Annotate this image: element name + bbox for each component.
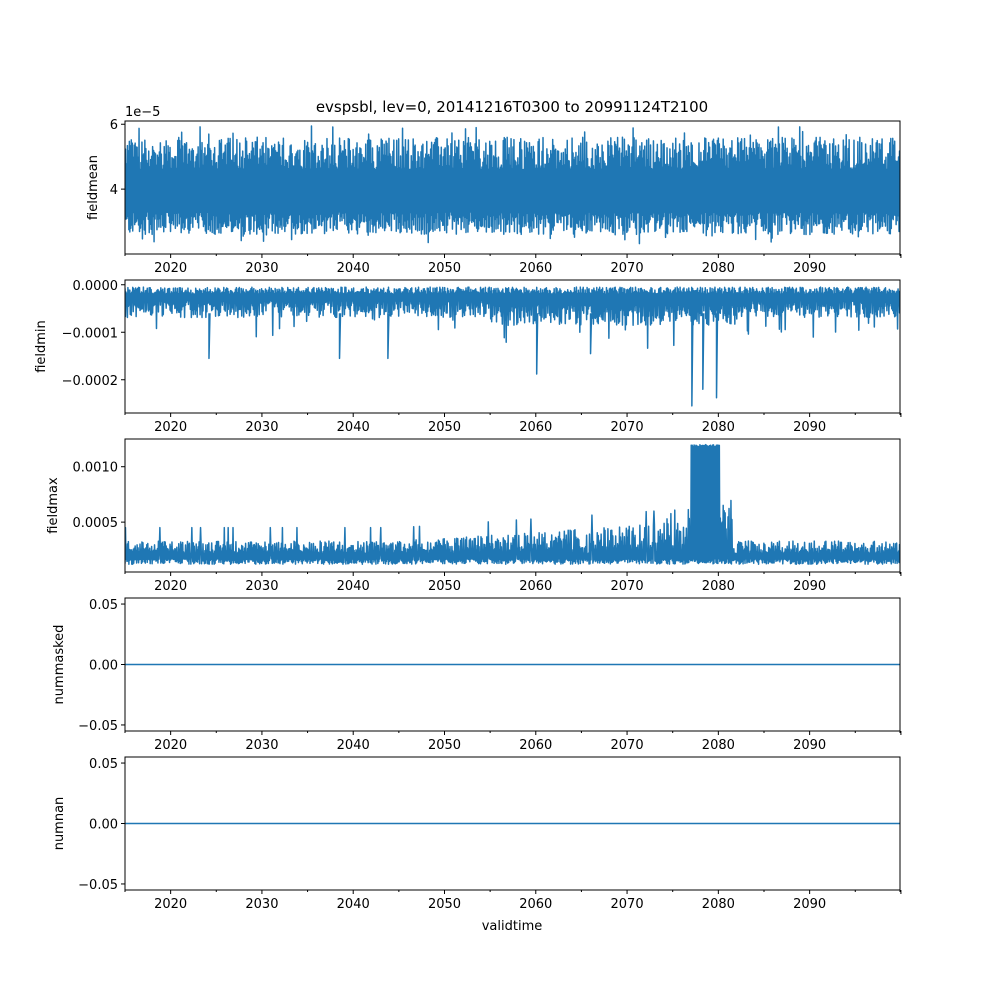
x-axis-label: validtime (482, 919, 543, 934)
x-tick-label: 2070 (611, 579, 644, 594)
x-tick-label: 2030 (245, 261, 278, 276)
x-tick-label: 2040 (337, 420, 370, 435)
x-tick-label: 2030 (245, 897, 278, 912)
y-tick-label: −0.0002 (62, 374, 118, 389)
y-tick-label: −0.05 (78, 719, 118, 734)
x-tick-label: 2050 (428, 579, 461, 594)
series-line-fieldmin (125, 286, 900, 407)
panel-fieldmean: 2020 2030 2040 2050 2060 2070 2080 2090 4 6 fieldm… (86, 105, 902, 276)
x-tick-label: 2070 (611, 420, 644, 435)
series-line-fieldmean (125, 125, 900, 245)
y-axis-label: fieldmean (86, 155, 101, 220)
x-tick-label: 2090 (793, 420, 826, 435)
x-tick-label: 2070 (611, 738, 644, 753)
x-tick-label: 2050 (428, 897, 461, 912)
x-tick-label: 2050 (428, 420, 461, 435)
x-tick-label: 2040 (337, 738, 370, 753)
x-tick-label: 2090 (793, 579, 826, 594)
x-tick-label: 2090 (793, 897, 826, 912)
series-line-fieldmax (125, 443, 900, 565)
x-tick-label: 2060 (519, 897, 552, 912)
x-tick-label: 2050 (428, 261, 461, 276)
chart-title: evspsbl, lev=0, 20141216T0300 to 2099112… (316, 98, 708, 116)
y-tick-label: 0.0000 (73, 279, 119, 294)
x-tick-label: 2090 (793, 261, 826, 276)
x-tick-label: 2080 (702, 579, 735, 594)
x-tick-label: 2070 (611, 897, 644, 912)
panel-fieldmax: 2020 2030 2040 2050 2060 2070 2080 2090 0.0005 0.… (46, 438, 902, 594)
x-tick-label: 2080 (702, 897, 735, 912)
x-tick-label: 2040 (337, 579, 370, 594)
y-tick-label: 0.05 (89, 598, 118, 613)
x-tick-label: 2060 (519, 261, 552, 276)
panel-numnan: 2020 2030 2040 2050 2060 2070 2080 2090 0.05 0.00… (52, 756, 902, 912)
panel-frame (124, 279, 901, 414)
y-axis-label: fieldmax (46, 477, 61, 534)
plot-area (125, 286, 900, 407)
x-tick-label: 2060 (519, 738, 552, 753)
panel-frame (124, 438, 901, 573)
y-axis-label: numnan (52, 797, 67, 851)
x-tick-label: 2080 (702, 420, 735, 435)
x-tick-label: 2050 (428, 738, 461, 753)
x-tick-label: 2040 (337, 261, 370, 276)
y-offset-text: 1e−5 (125, 105, 160, 120)
x-tick-label: 2030 (245, 579, 278, 594)
y-axis-label: fieldmin (34, 320, 49, 373)
x-tick-label: 2060 (519, 420, 552, 435)
panel-nummasked: 2020 2030 2040 2050 2060 2070 2080 2090 0.05 0.00… (52, 597, 902, 753)
panel-fieldmin: 2020 2030 2040 2050 2060 2070 2080 2090 0.0000 −0… (34, 279, 902, 435)
y-tick-label: 0.0010 (73, 461, 119, 476)
x-tick-label: 2080 (702, 261, 735, 276)
x-tick-label: 2070 (611, 261, 644, 276)
panel-frame (124, 120, 901, 255)
y-tick-label: 0.05 (89, 757, 118, 772)
x-tick-label: 2090 (793, 738, 826, 753)
panels: 2020 2030 2040 2050 2060 2070 2080 2090 4 6 fieldm… (34, 105, 902, 912)
y-tick-label: −0.0001 (62, 326, 118, 341)
x-tick-label: 2060 (519, 579, 552, 594)
x-tick-label: 2080 (702, 738, 735, 753)
y-tick-label: 4 (110, 183, 118, 198)
plot-area (125, 443, 900, 565)
x-tick-label: 2020 (154, 420, 187, 435)
y-tick-label: 6 (110, 118, 118, 133)
plot-area (125, 125, 900, 245)
y-tick-label: 0.00 (89, 659, 118, 674)
x-tick-label: 2030 (245, 420, 278, 435)
x-tick-label: 2020 (154, 738, 187, 753)
x-tick-label: 2020 (154, 897, 187, 912)
y-tick-label: 0.0005 (73, 516, 119, 531)
y-tick-label: −0.05 (78, 878, 118, 893)
x-tick-label: 2020 (154, 579, 187, 594)
x-tick-label: 2040 (337, 897, 370, 912)
y-axis-label: nummasked (52, 625, 67, 705)
x-tick-label: 2030 (245, 738, 278, 753)
y-tick-label: 0.00 (89, 818, 118, 833)
x-tick-label: 2020 (154, 261, 187, 276)
